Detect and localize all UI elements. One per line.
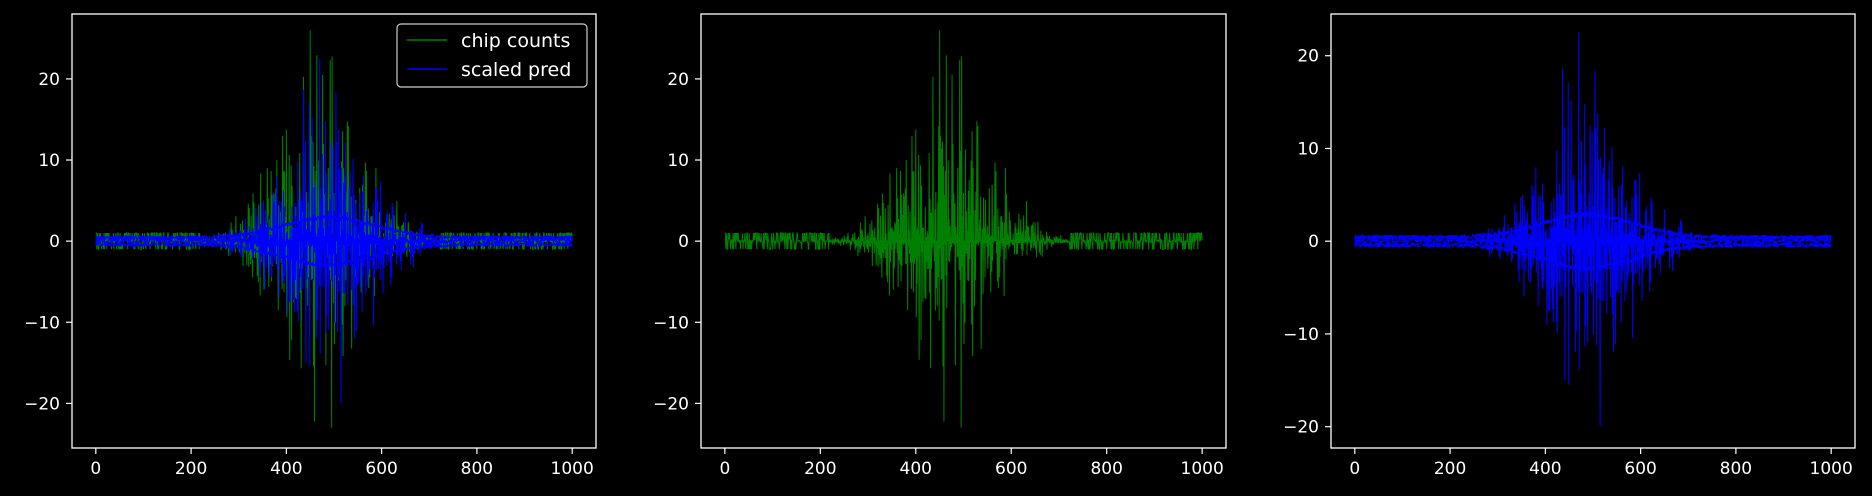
plot-area <box>724 30 1203 428</box>
y-tick-label: 10 <box>38 151 60 171</box>
x-tick-label: 400 <box>1529 459 1561 479</box>
axis-ticks: 0 200 400 600 800 1000 −20 −10 0 10 20 <box>653 70 1224 479</box>
legend-label-chip-counts: chip counts <box>461 30 570 52</box>
series-line-scaled-pred <box>1354 32 1832 427</box>
x-tick-label: 200 <box>1434 459 1466 479</box>
y-tick-label: 20 <box>1297 47 1319 67</box>
y-tick-label: −20 <box>24 394 60 414</box>
y-tick-label: −10 <box>24 313 60 333</box>
plot-area <box>95 30 573 428</box>
y-tick-label: −10 <box>1283 325 1319 345</box>
series-envelope-upper <box>95 214 573 242</box>
chart-panel-scaled-pred: 0 200 400 600 800 1000 −20 −10 0 10 20 <box>1283 13 1856 479</box>
y-tick-label: 20 <box>667 70 689 90</box>
x-tick-label: 800 <box>1090 459 1122 479</box>
legend: chip counts scaled pred <box>396 23 588 88</box>
axes-frame <box>1330 13 1856 449</box>
x-tick-label: 800 <box>1720 459 1752 479</box>
y-tick-label: −20 <box>653 394 689 414</box>
y-tick-label: −20 <box>1283 418 1319 438</box>
x-tick-label: 1000 <box>551 459 594 479</box>
axis-ticks: 0 200 400 600 800 1000 −20 −10 0 10 20 <box>24 70 594 479</box>
x-tick-label: 600 <box>1624 459 1656 479</box>
y-tick-label: 20 <box>38 70 60 90</box>
x-tick-label: 200 <box>175 459 207 479</box>
x-tick-label: 600 <box>995 459 1027 479</box>
y-tick-label: 0 <box>678 232 689 252</box>
x-tick-label: 1000 <box>1181 459 1224 479</box>
x-tick-label: 1000 <box>1810 459 1853 479</box>
y-tick-label: −10 <box>653 313 689 333</box>
plot-area <box>1354 32 1832 427</box>
chart-panel-chip-and-pred: 0 200 400 600 800 1000 −20 −10 0 10 20 chip counts… <box>24 13 597 479</box>
x-tick-label: 400 <box>900 459 932 479</box>
legend-label-scaled-pred: scaled pred <box>461 59 571 81</box>
series-envelope-upper <box>1354 211 1832 242</box>
x-tick-label: 0 <box>1349 459 1360 479</box>
x-tick-label: 400 <box>270 459 302 479</box>
y-tick-label: 0 <box>49 232 60 252</box>
axis-ticks: 0 200 400 600 800 1000 −20 −10 0 10 20 <box>1283 47 1853 479</box>
y-tick-label: 0 <box>1308 232 1319 252</box>
y-tick-label: 10 <box>1297 139 1319 159</box>
y-tick-label: 10 <box>667 151 689 171</box>
series-line-scaled-pred <box>95 58 573 404</box>
axes-frame <box>71 13 597 449</box>
series-line-chip-counts <box>724 30 1203 428</box>
x-tick-label: 200 <box>804 459 836 479</box>
series-envelope-lower <box>95 240 573 268</box>
series-envelope-lower <box>1354 240 1832 272</box>
axes-frame <box>700 13 1227 449</box>
x-tick-label: 800 <box>461 459 493 479</box>
x-tick-label: 0 <box>90 459 101 479</box>
x-tick-label: 0 <box>719 459 730 479</box>
x-tick-label: 600 <box>365 459 397 479</box>
chart-panel-chip-counts: 0 200 400 600 800 1000 −20 −10 0 10 20 <box>653 13 1227 479</box>
